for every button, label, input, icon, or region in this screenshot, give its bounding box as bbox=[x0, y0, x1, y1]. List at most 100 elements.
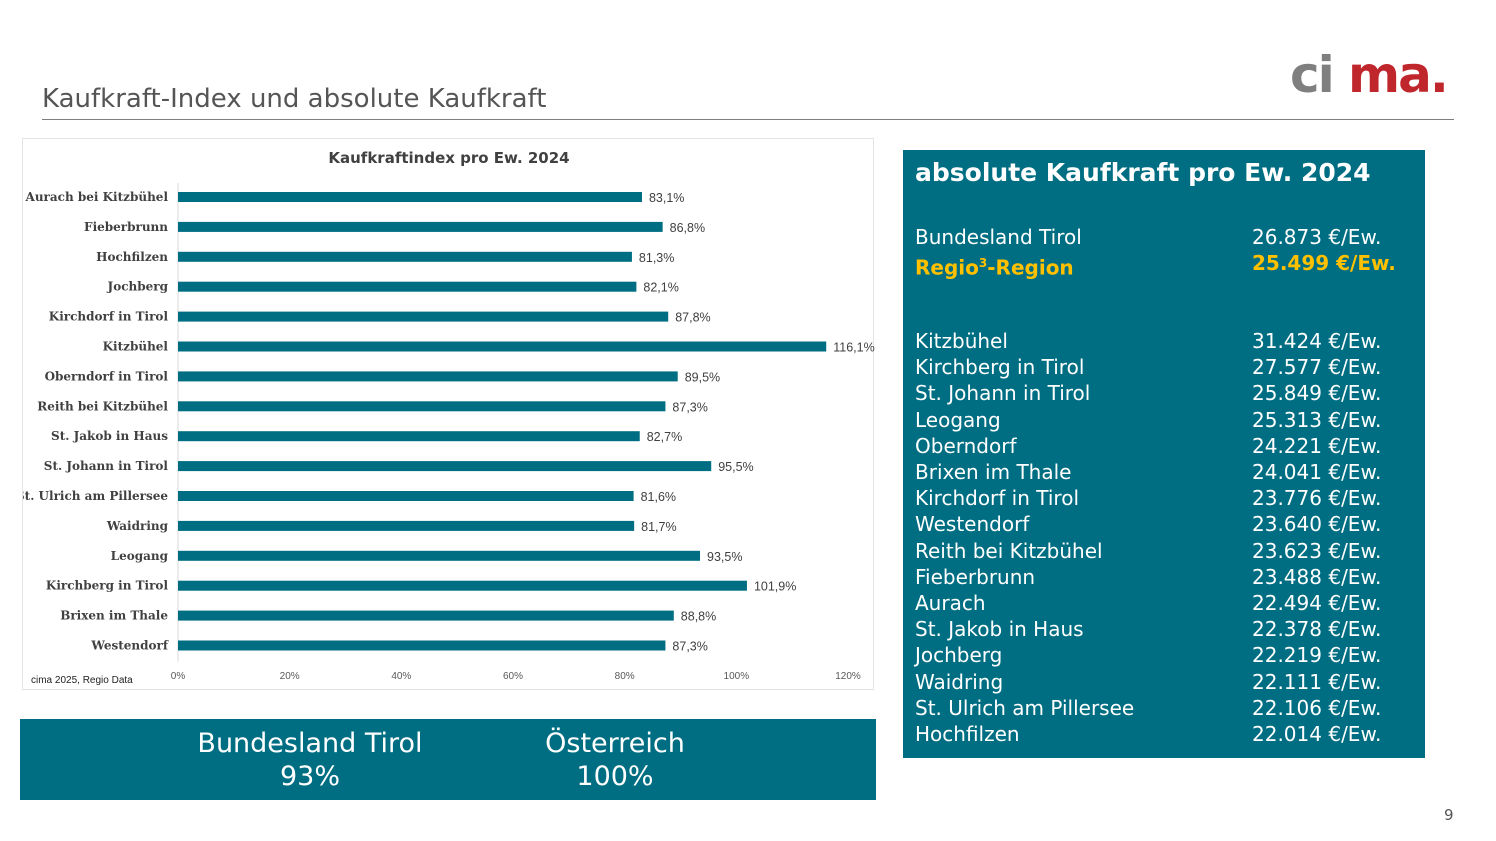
municipality-value: 22.378 €/Ew. bbox=[1252, 617, 1382, 642]
bar bbox=[178, 520, 635, 531]
municipality-name: Jochberg bbox=[915, 643, 1003, 668]
category-label: Hochfilzen bbox=[96, 250, 168, 264]
page-number: 9 bbox=[1444, 806, 1454, 824]
municipality-value: 25.849 €/Ew. bbox=[1252, 381, 1382, 406]
data-label: 88,8% bbox=[681, 610, 716, 624]
x-tick-label: 20% bbox=[280, 671, 300, 682]
municipality-name: Fieberbrunn bbox=[915, 564, 1036, 589]
category-label: Waidring bbox=[106, 519, 169, 533]
reference-tirol: Bundesland Tirol 93% bbox=[180, 727, 440, 793]
municipality-row: Westendorf 23.640 €/Ew. bbox=[915, 511, 1415, 537]
bar bbox=[178, 192, 642, 202]
panel-title: absolute Kaufkraft pro Ew. 2024 bbox=[915, 158, 1371, 187]
category-label: St. Jakob in Haus bbox=[51, 429, 168, 443]
municipality-value: 23.488 €/Ew. bbox=[1252, 564, 1382, 589]
bar bbox=[178, 461, 712, 472]
data-label: 81,7% bbox=[641, 520, 676, 534]
municipality-name: Waidring bbox=[915, 669, 1004, 694]
x-tick-label: 40% bbox=[391, 671, 411, 682]
category-label: Reith bei Kitzbühel bbox=[37, 399, 168, 413]
municipality-value: 22.219 €/Ew. bbox=[1252, 643, 1382, 668]
summary-value: 26.873 €/Ew. bbox=[1252, 225, 1382, 249]
municipality-row: St. Jakob in Haus 22.378 €/Ew. bbox=[915, 616, 1415, 642]
municipality-name: St. Ulrich am Pillersee bbox=[915, 695, 1135, 720]
data-label: 87,8% bbox=[675, 311, 710, 325]
municipality-value: 25.313 €/Ew. bbox=[1252, 407, 1382, 432]
municipality-name: Reith bei Kitzbühel bbox=[915, 538, 1103, 563]
municipality-row: St. Ulrich am Pillersee 22.106 €/Ew. bbox=[915, 695, 1415, 721]
municipality-row: Hochfilzen 22.014 €/Ew. bbox=[915, 721, 1415, 747]
summary-row-region: Regio3-Region 25.499 €/Ew. bbox=[915, 250, 1415, 280]
municipality-row: Fieberbrunn 23.488 €/Ew. bbox=[915, 564, 1415, 590]
bar bbox=[178, 431, 640, 442]
kaufkraftindex-chart: Kaufkraftindex pro Ew. 2024 Aurach bei Ki… bbox=[22, 138, 875, 690]
category-label: Oberndorf in Tirol bbox=[45, 369, 169, 383]
bar bbox=[178, 610, 674, 621]
data-label: 93,5% bbox=[707, 550, 742, 564]
bar bbox=[178, 221, 663, 232]
bar bbox=[178, 281, 637, 292]
municipality-value: 24.221 €/Ew. bbox=[1252, 433, 1382, 458]
category-label: Kitzbühel bbox=[103, 340, 169, 354]
summary-row-tirol: Bundesland Tirol 26.873 €/Ew. bbox=[915, 224, 1415, 250]
municipality-row: Jochberg 22.219 €/Ew. bbox=[915, 642, 1415, 668]
category-label: Jochberg bbox=[107, 280, 169, 294]
municipality-row: Kitzbühel 31.424 €/Ew. bbox=[915, 328, 1415, 354]
municipality-row: Reith bei Kitzbühel 23.623 €/Ew. bbox=[915, 538, 1415, 564]
svg-text:ma.: ma. bbox=[1348, 48, 1447, 100]
x-tick-label: 100% bbox=[724, 671, 750, 682]
municipality-value: 22.494 €/Ew. bbox=[1252, 591, 1382, 615]
data-label: 87,3% bbox=[672, 640, 707, 654]
municipality-name: Westendorf bbox=[915, 512, 1030, 537]
reference-oesterreich-value: 100% bbox=[576, 761, 654, 792]
municipality-name: Aurach bbox=[915, 591, 986, 615]
title-divider bbox=[42, 119, 1454, 120]
data-label: 81,3% bbox=[639, 251, 674, 265]
chart-title: Kaufkraftindex pro Ew. 2024 bbox=[328, 149, 569, 167]
municipality-name: Kirchdorf in Tirol bbox=[915, 486, 1080, 511]
bar bbox=[178, 371, 678, 382]
x-tick-label: 80% bbox=[615, 671, 635, 682]
bar bbox=[178, 401, 666, 412]
data-label: 86,8% bbox=[670, 221, 705, 235]
bar bbox=[178, 251, 632, 262]
municipality-name: Kirchberg in Tirol bbox=[915, 355, 1085, 380]
municipality-value: 23.776 €/Ew. bbox=[1252, 486, 1382, 511]
bar-chart-svg: Kaufkraftindex pro Ew. 2024 Aurach bei Ki… bbox=[23, 149, 875, 682]
municipality-row: Oberndorf 24.221 €/Ew. bbox=[915, 433, 1415, 459]
data-label: 83,1% bbox=[649, 191, 684, 205]
data-label: 81,6% bbox=[641, 490, 676, 504]
reference-tirol-value: 93% bbox=[279, 761, 340, 792]
municipality-row: Leogang 25.313 €/Ew. bbox=[915, 407, 1415, 433]
municipality-row: Kirchberg in Tirol 27.577 €/Ew. bbox=[915, 354, 1415, 380]
municipality-row: St. Johann in Tirol 25.849 €/Ew. bbox=[915, 380, 1415, 406]
category-label: Brixen im Thale bbox=[60, 609, 168, 623]
municipality-value: 24.041 €/Ew. bbox=[1252, 460, 1382, 484]
data-label: 82,1% bbox=[643, 281, 678, 295]
category-label: Aurach bei Kitzbühel bbox=[25, 190, 169, 204]
municipality-value: 22.106 €/Ew. bbox=[1252, 695, 1382, 720]
summary-name: Bundesland Tirol bbox=[915, 225, 1082, 249]
municipality-value: 22.111 €/Ew. bbox=[1252, 669, 1382, 694]
municipality-value: 23.640 €/Ew. bbox=[1252, 512, 1382, 537]
bar bbox=[178, 341, 827, 352]
data-label: 87,3% bbox=[672, 400, 707, 414]
category-label: St. Johann in Tirol bbox=[44, 459, 169, 473]
municipality-name: Brixen im Thale bbox=[915, 460, 1072, 484]
absolute-kaufkraft-panel: absolute Kaufkraft pro Ew. 2024 Bundesla… bbox=[903, 150, 1425, 758]
municipality-name: Kitzbühel bbox=[915, 329, 1008, 353]
municipality-value: 22.014 €/Ew. bbox=[1252, 722, 1382, 746]
reference-oesterreich: Österreich 100% bbox=[490, 727, 740, 793]
slide-title: Kaufkraft-Index und absolute Kaufkraft bbox=[42, 84, 547, 114]
bar bbox=[178, 550, 701, 561]
cima-logo: ci ma. bbox=[1290, 48, 1449, 100]
municipality-row: Kirchdorf in Tirol 23.776 €/Ew. bbox=[915, 485, 1415, 511]
reference-band: Bundesland Tirol 93% Österreich 100% bbox=[20, 719, 876, 800]
municipality-row: Waidring 22.111 €/Ew. bbox=[915, 669, 1415, 695]
category-label: Westendorf bbox=[90, 639, 169, 653]
category-label: Leogang bbox=[111, 549, 169, 563]
data-label: 116,1% bbox=[833, 341, 874, 355]
municipality-row: Aurach 22.494 €/Ew. bbox=[915, 590, 1415, 616]
data-label: 101,9% bbox=[754, 580, 796, 594]
municipality-value: 23.623 €/Ew. bbox=[1252, 538, 1382, 563]
